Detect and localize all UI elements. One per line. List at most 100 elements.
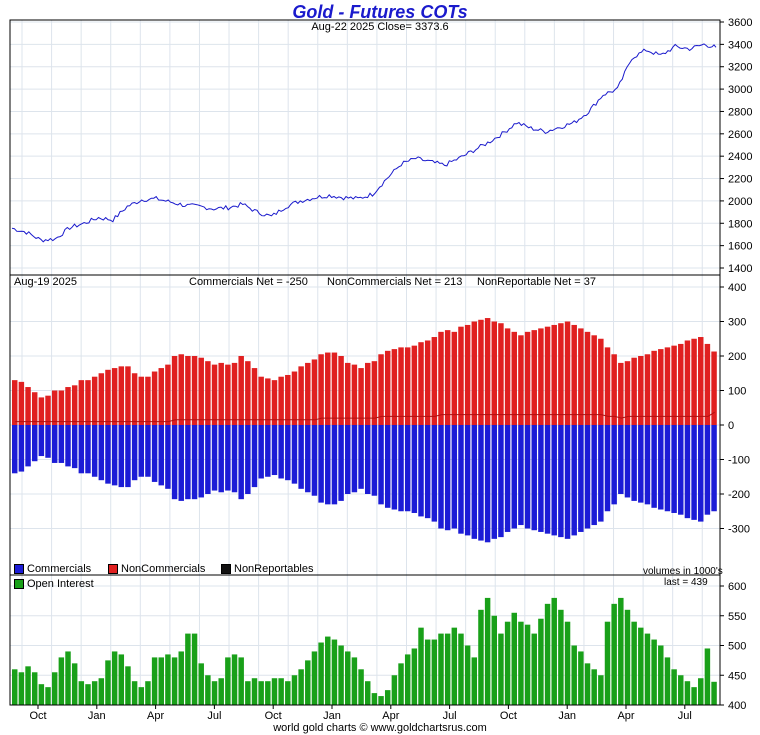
open-interest-bar: [531, 633, 537, 705]
open-interest-bar: [365, 681, 371, 705]
price-axis-tick-label: 3600: [728, 17, 752, 29]
noncommercials-bar: [265, 378, 271, 425]
commercials-bar: [658, 425, 664, 510]
open-interest-bar: [571, 645, 577, 705]
noncommercials-bar: [511, 331, 517, 425]
commercials-bar: [38, 425, 45, 457]
commercials-bar: [311, 425, 318, 496]
open-interest-bar: [684, 681, 691, 705]
open-interest-bar: [538, 618, 544, 705]
commercials-bar: [358, 425, 364, 489]
commercials-bar: [391, 425, 398, 510]
commercials-bar: [218, 425, 224, 493]
noncommercials-bar: [531, 330, 537, 425]
open-interest-bar: [471, 657, 478, 705]
oi-axis-tick-label: 550: [728, 611, 746, 623]
noncommercials-bar: [484, 318, 491, 425]
noncommercials-bar: [365, 362, 371, 425]
commercials-bar: [384, 425, 391, 508]
legend-open-interest: Open Interest: [14, 578, 94, 590]
nonreportables-line: [15, 411, 715, 423]
noncommercials-bar: [185, 356, 191, 425]
commercials-bar: [664, 425, 671, 512]
commercials-bar: [125, 425, 131, 488]
noncommercials-bar: [325, 352, 331, 425]
oi-last-value: last = 439: [664, 577, 708, 588]
commercials-bar: [285, 425, 291, 481]
noncommercials-bar: [518, 335, 524, 425]
open-interest-bar: [338, 645, 344, 705]
cot-axis-tick-label: 200: [728, 351, 746, 363]
noncommercials-bar: [211, 364, 218, 425]
price-axis-tick-label: 3000: [728, 84, 752, 96]
open-interest-bar: [285, 681, 291, 705]
noncommercials-bar: [298, 366, 304, 425]
commercials-bar: [611, 425, 617, 505]
commercials-bar: [65, 425, 71, 467]
noncommercials-bar: [571, 324, 577, 425]
open-interest-bar: [231, 654, 238, 705]
open-interest-bar: [384, 690, 391, 705]
open-interest-bar: [311, 651, 318, 705]
commercials-bar: [591, 425, 597, 526]
open-interest-bar: [398, 663, 404, 705]
commercials-bar: [291, 425, 298, 484]
commercials-bar: [531, 425, 537, 531]
noncommercials-bar: [711, 351, 717, 425]
legend-commercials: Commercials: [14, 563, 91, 575]
open-interest-bar: [498, 633, 504, 705]
noncommercials-bar: [598, 338, 604, 425]
commercials-bar: [18, 425, 25, 472]
noncommercials-bar: [624, 361, 631, 425]
open-interest-bar: [218, 678, 224, 705]
noncommercials-bar: [638, 356, 644, 425]
noncommercials-bar: [205, 361, 211, 425]
commercials-bar: [584, 425, 591, 529]
commercials-bar: [571, 425, 577, 536]
commercials-bar: [25, 425, 31, 467]
noncommercials-bar: [71, 385, 78, 425]
open-interest-bar: [611, 603, 617, 705]
noncommercials-bar: [631, 357, 637, 425]
oi-axis-tick-label: 600: [728, 581, 746, 593]
commercials-bar: [231, 425, 238, 493]
open-interest-bar: [678, 675, 684, 705]
oi-axis-tick-label: 500: [728, 641, 746, 653]
open-interest-bar: [551, 597, 557, 705]
noncommercials-bar: [431, 337, 438, 425]
price-axis-tick-label: 1400: [728, 263, 752, 275]
noncommercials-bar: [231, 362, 238, 425]
noncommercials-bar: [591, 335, 597, 425]
open-interest-bar: [711, 681, 717, 705]
commercials-bar: [318, 425, 324, 503]
commercials-bar: [578, 425, 584, 532]
open-interest-bar: [584, 663, 591, 705]
noncommercials-bar: [238, 356, 244, 425]
open-interest-bar: [105, 660, 111, 705]
commercials-bar: [684, 425, 691, 519]
noncommercials-bar: [424, 340, 431, 425]
open-interest-bar: [31, 672, 38, 705]
commercials-bar: [691, 425, 697, 520]
commercials-bar: [51, 425, 58, 463]
noncommercials-bar: [98, 373, 105, 425]
open-interest-bar: [391, 675, 398, 705]
open-interest-bar: [564, 621, 571, 705]
open-interest-bar: [484, 597, 491, 705]
cot-axis-tick-label: 300: [728, 317, 746, 329]
open-interest-bar: [424, 639, 431, 705]
legend-nonreportables-swatch: [221, 564, 231, 575]
commercials-bar: [478, 425, 484, 541]
noncommercials-bar: [118, 366, 125, 425]
noncommercials-bar: [391, 349, 398, 425]
noncommercials-bar: [125, 366, 131, 425]
noncommercials-bar: [671, 345, 677, 425]
price-axis-tick-label: 1600: [728, 241, 752, 253]
price-axis-tick-label: 2600: [728, 129, 752, 141]
noncommercials-bar: [45, 395, 51, 425]
noncommercials-bar: [311, 359, 318, 425]
open-interest-bar: [604, 621, 611, 705]
noncommercials-bar: [105, 369, 111, 425]
commercials-bar: [378, 425, 384, 505]
open-interest-bar: [451, 627, 458, 705]
